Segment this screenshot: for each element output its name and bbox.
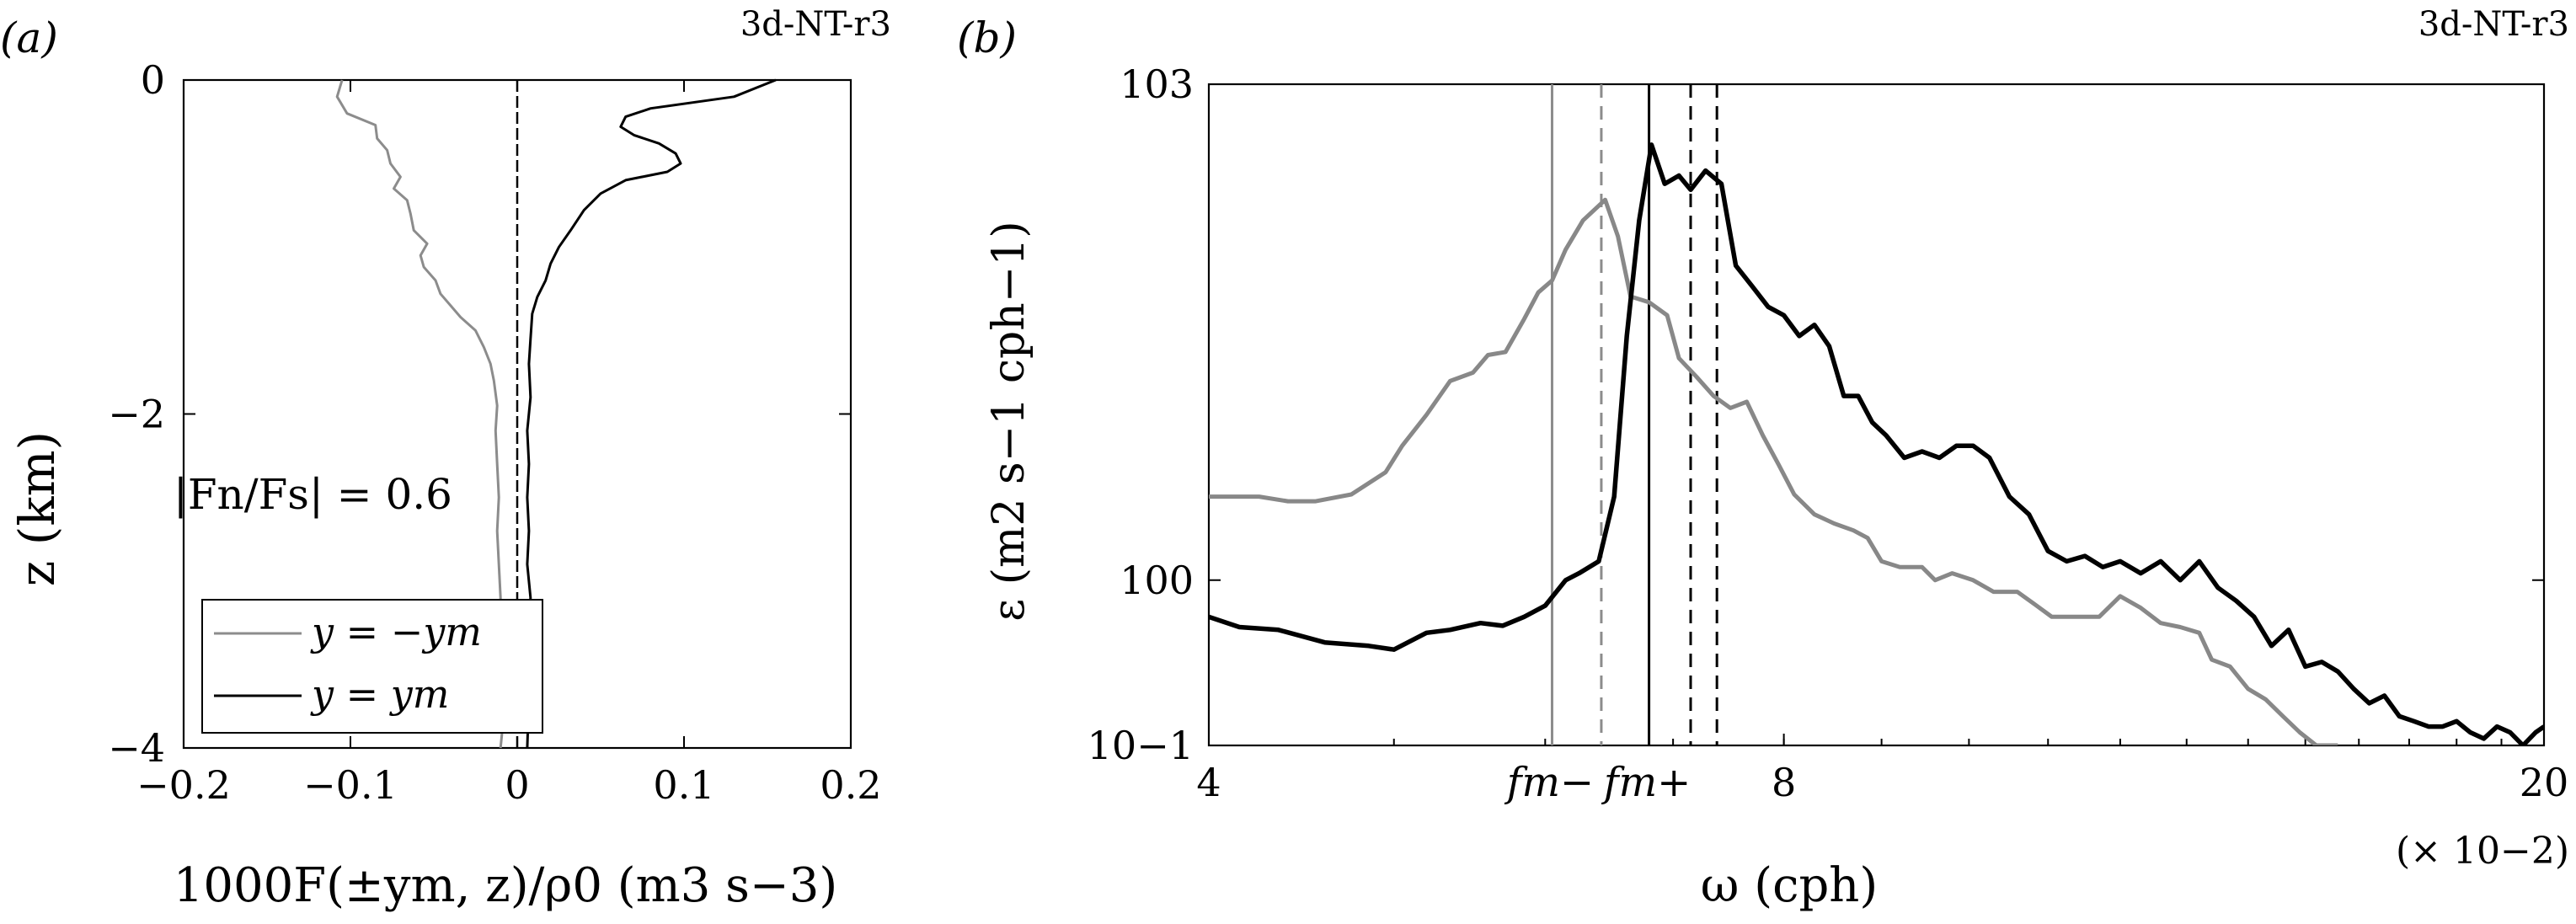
panel-a-annotation: |Fn/Fs| = 0.6 — [174, 470, 452, 519]
panel-b-y-axis-label: ε (m2 s−1 cph−1) — [984, 221, 1034, 621]
panel-b-series-black — [1209, 142, 2544, 745]
panel-b-x-multiplier: (× 10−2) — [2396, 830, 2569, 873]
panel-a-run-label: 3d-NT-r3 — [740, 5, 891, 44]
panel-b-run-label: 3d-NT-r3 — [2418, 5, 2569, 44]
panel-a-x-tick-label: 0.2 — [820, 762, 881, 808]
panel-b-x-tick-label: 8 — [1772, 760, 1796, 805]
panel-b-x-tick-label: 20 — [2520, 760, 2569, 805]
panel-a-y-axis-label: z (km) — [8, 431, 66, 586]
panel-a-x-axis-label: 1000F(±ym, z)/ρ0 (m3 s−3) — [174, 858, 838, 913]
panel-b-y-tick-label: 100 — [1120, 558, 1194, 603]
panel-a-legend: y = −ym y = ym — [201, 599, 543, 734]
panel-a-x-tick-label: 0 — [505, 762, 529, 808]
panel-b-series-gray — [1209, 197, 2338, 745]
panel-b-axes-frame — [1207, 83, 2546, 747]
panel-a-y-tick-label: −4 — [108, 725, 165, 771]
panel-b-y-tick-label: 103 — [1120, 61, 1194, 107]
panel-b-plot-area: fm− fm+ 4 8 20 10−1 100 103 — [1088, 61, 2569, 806]
panel-a-x-tick-label: 0.1 — [653, 762, 714, 808]
panel-a-x-tick-label: −0.2 — [136, 762, 231, 808]
panel-a-series-minus-ym — [335, 79, 504, 749]
panel-b-x-tick-label: 4 — [1196, 760, 1221, 805]
panel-b-vline-label: fm+ — [1601, 759, 1692, 806]
panel-a-series-plus-ym — [526, 78, 777, 749]
panel-b-x-axis-label: ω (cph) — [1701, 858, 1878, 913]
panel-a-y-tick-label: −2 — [108, 392, 165, 437]
panel-b-label: (b) — [957, 13, 1017, 62]
legend-box — [201, 599, 543, 734]
legend-entry-plus: y = ym — [310, 671, 449, 717]
panel-b-y-tick-label: 10−1 — [1088, 723, 1194, 768]
panel-a: (a) 3d-NT-r3 −0.2 −0.1 0 0.1 0.2 0 −2 −4 1000F(… — [0, 5, 891, 913]
panel-a-label: (a) — [0, 13, 58, 62]
panel-a-plot-area: −0.2 −0.1 0 0.1 0.2 0 −2 −4 — [108, 57, 881, 808]
panel-a-x-tick-label: −0.1 — [303, 762, 398, 808]
panel-b-vline-label: fm− — [1504, 759, 1595, 806]
legend-entry-minus: y = −ym — [310, 609, 482, 654]
panel-a-y-tick-label: 0 — [141, 57, 165, 103]
panel-b: (b) 3d-NT-r3 fm− fm+ 4 8 20 10−1 100 103 ω (cph… — [957, 5, 2569, 913]
